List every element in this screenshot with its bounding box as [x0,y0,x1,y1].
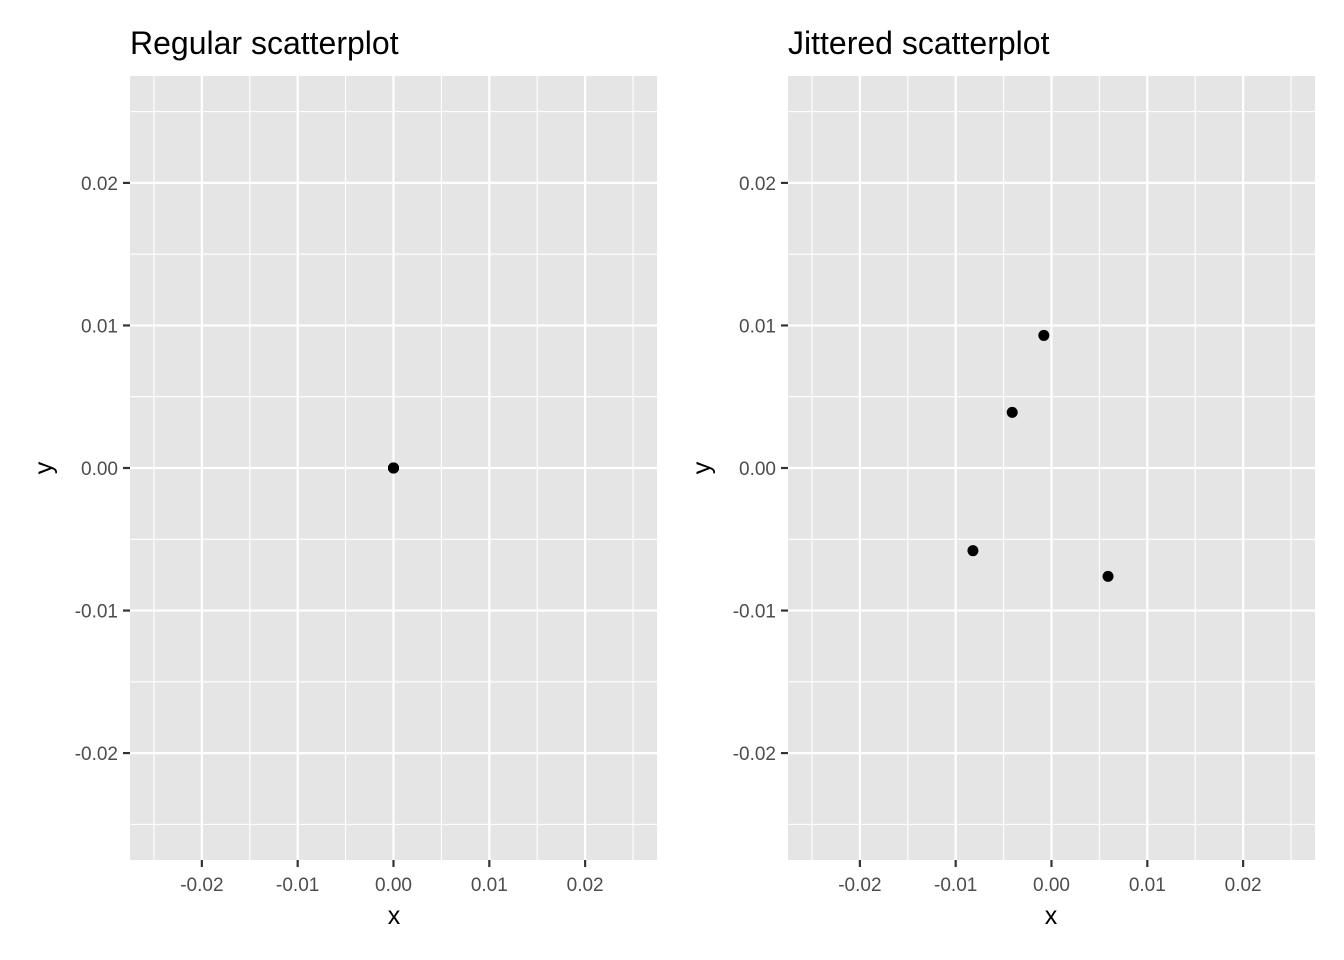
y-tick-label: 0.02 [81,174,118,195]
y-tick-label: 0.01 [739,316,776,337]
y-axis-title: y [688,461,716,474]
data-point [1038,329,1050,341]
y-tick-label: -0.01 [75,602,118,623]
x-tick-label: 0.00 [375,875,412,896]
data-point [1102,570,1114,582]
x-tick-label: -0.02 [838,875,881,896]
y-tick-label: 0.00 [81,459,118,480]
y-tick-label: -0.02 [733,744,776,765]
y-tick-label: 0.00 [739,459,776,480]
x-tick-label: 0.01 [1129,875,1166,896]
x-tick-label: -0.01 [934,875,977,896]
regular-scatterplot-panel: -0.02 -0.01 0.00 0.01 0.02 -0.02 -0.01 0.00 0.01… [30,25,657,930]
y-tick-label: -0.02 [75,744,118,765]
data-point [388,462,399,474]
jittered-scatterplot-panel: -0.02 -0.01 0.00 0.01 0.02 -0.02 -0.01 0.00 0.01… [688,25,1315,930]
x-tick-label: -0.02 [180,875,223,896]
y-axis-title: y [30,461,58,474]
plot-area: -0.02 -0.01 0.00 0.01 0.02 -0.02 -0.01 0.00 0.01… [75,76,657,896]
x-tick-label: 0.02 [1225,875,1262,896]
chart-title: Regular scatterplot [130,25,399,61]
plot-area: -0.02 -0.01 0.00 0.01 0.02 -0.02 -0.01 0.00 0.01… [733,76,1315,896]
x-tick-label: 0.00 [1033,875,1070,896]
x-tick-label: -0.01 [276,875,319,896]
y-tick-label: 0.02 [739,174,776,195]
data-point [1006,406,1018,418]
x-axis-title: x [388,902,401,930]
x-tick-label: 0.02 [567,875,604,896]
y-tick-label: -0.01 [733,602,776,623]
x-tick-label: 0.01 [471,875,508,896]
x-axis-title: x [1045,902,1058,930]
chart-title: Jittered scatterplot [788,25,1050,61]
data-point [967,545,979,557]
y-tick-label: 0.01 [81,316,118,337]
